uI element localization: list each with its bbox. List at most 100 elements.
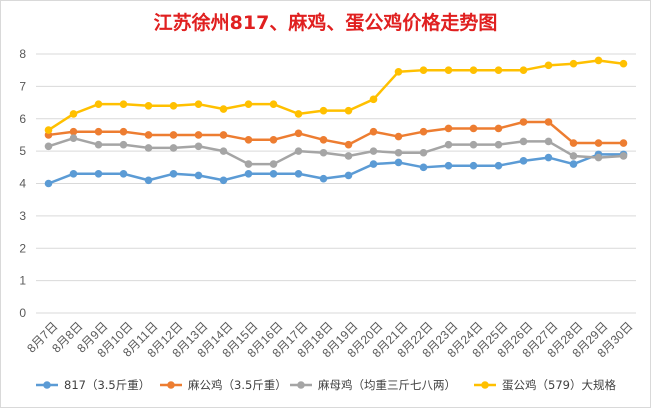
data-point	[544, 137, 553, 146]
data-point	[94, 140, 103, 149]
data-point	[269, 135, 278, 144]
legend-label: 蛋公鸡（579）大规格	[502, 378, 616, 392]
legend-entry: 麻母鸡（均重三斤七八两）	[290, 378, 456, 392]
legend-marker	[297, 381, 305, 389]
legend-entry: 蛋公鸡（579）大规格	[474, 378, 616, 392]
data-point	[94, 100, 103, 108]
y-tick-label: 8	[19, 47, 26, 61]
data-point	[219, 105, 228, 113]
data-point	[119, 140, 128, 149]
data-point	[319, 135, 328, 144]
y-axis-tick-labels: 0 1 2 3 4 5 6 7 8	[19, 47, 26, 320]
data-point	[269, 100, 278, 108]
data-point	[169, 144, 178, 152]
data-point	[144, 131, 153, 139]
data-point	[244, 169, 253, 178]
data-point	[494, 124, 503, 133]
data-point	[44, 179, 53, 188]
legend-label: 麻母鸡（均重三斤七八两）	[318, 378, 456, 392]
x-axis-tick-labels: 8月7日8月8日8月9日8月10日8月11日8月12日8月13日8月14日8月1…	[24, 319, 635, 360]
y-tick-label: 4	[19, 177, 26, 191]
data-point	[444, 140, 453, 149]
data-point	[594, 56, 603, 65]
data-point	[219, 176, 228, 185]
data-point	[194, 171, 203, 180]
legend-marker	[167, 381, 175, 389]
series-2	[44, 118, 628, 149]
data-point	[319, 106, 328, 115]
data-point	[619, 152, 628, 160]
data-point	[44, 126, 53, 134]
data-point	[494, 66, 503, 74]
data-point	[294, 129, 303, 138]
data-point	[69, 134, 78, 142]
data-point	[444, 124, 453, 133]
data-point	[394, 158, 403, 167]
data-point	[569, 59, 578, 68]
data-point	[369, 160, 378, 168]
data-point	[469, 124, 478, 133]
data-point	[619, 139, 628, 147]
data-point	[194, 100, 203, 108]
series-1	[44, 150, 628, 188]
data-point	[69, 169, 78, 178]
data-point	[544, 118, 553, 126]
series-3	[44, 134, 628, 168]
data-point	[94, 127, 103, 136]
data-point	[219, 147, 228, 155]
series-line	[48, 153, 624, 185]
data-point	[194, 131, 203, 139]
data-point	[419, 66, 428, 74]
y-tick-label: 2	[19, 241, 26, 255]
data-point	[544, 153, 553, 162]
data-point	[69, 110, 78, 118]
y-tick-label: 1	[19, 274, 26, 288]
data-point	[569, 160, 578, 168]
legend-marker	[43, 381, 51, 389]
data-point	[269, 160, 278, 168]
data-point	[94, 169, 103, 178]
series-line	[48, 120, 624, 146]
data-point	[594, 139, 603, 147]
y-tick-label: 3	[19, 209, 26, 223]
data-point	[144, 102, 153, 110]
data-point	[394, 68, 403, 76]
data-point	[419, 127, 428, 136]
data-point	[69, 127, 78, 136]
data-point	[469, 140, 478, 149]
data-point	[169, 169, 178, 178]
data-point	[319, 148, 328, 157]
data-point	[594, 153, 603, 162]
legend-entry: 817（3.5斤重）	[36, 378, 150, 392]
data-point	[169, 102, 178, 110]
data-point	[144, 144, 153, 152]
data-point	[44, 142, 53, 151]
data-point	[269, 169, 278, 178]
data-point	[169, 131, 178, 139]
chart-title: 江苏徐州817、麻鸡、蛋公鸡价格走势图	[153, 12, 498, 34]
data-point	[469, 161, 478, 170]
series-4	[44, 56, 628, 134]
data-point	[119, 100, 128, 108]
data-point	[369, 95, 378, 104]
data-point	[294, 147, 303, 155]
y-tick-label: 0	[19, 306, 26, 320]
data-point	[544, 61, 553, 70]
legend: 817（3.5斤重） 麻公鸡（3.5斤重） 麻母鸡（均重三斤七八两） 蛋公鸡（579）…	[36, 378, 616, 392]
data-point	[519, 137, 528, 146]
data-point	[144, 176, 153, 185]
data-point	[369, 127, 378, 136]
series-lines	[44, 56, 628, 188]
data-point	[219, 131, 228, 139]
data-point	[394, 132, 403, 141]
data-point	[444, 66, 453, 74]
data-point	[344, 171, 353, 180]
data-point	[294, 110, 303, 118]
legend-label: 817（3.5斤重）	[64, 378, 150, 392]
data-point	[244, 135, 253, 144]
y-tick-label: 6	[19, 112, 26, 126]
series-line	[47, 59, 624, 132]
data-point	[569, 139, 578, 147]
